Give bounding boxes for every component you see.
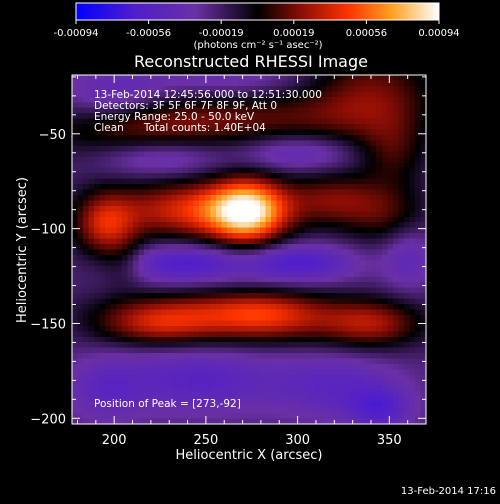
y-tick-label: −200	[30, 412, 66, 427]
plot-frame	[71, 74, 427, 425]
heatmap	[72, 75, 426, 424]
colorbar-tick-label: 0.00019	[273, 28, 314, 39]
y-tick-label: −50	[39, 128, 66, 143]
y-axis: −50 −100 −150 −200	[30, 76, 426, 427]
timestamp: 13-Feb-2014 17:16	[401, 486, 496, 497]
colorbar-tick-label: -0.00019	[199, 28, 244, 39]
info-line-time: 13-Feb-2014 12:45:56.000 to 12:51:30.000	[94, 89, 322, 101]
x-tick-label: 250	[193, 433, 218, 448]
x-axis-label: Heliocentric X (arcsec)	[176, 448, 323, 463]
peak-position-label: Position of Peak = [273,-92]	[94, 398, 241, 410]
colorbar-tick-label: 0.00056	[346, 28, 387, 39]
y-tick-label: −150	[30, 317, 66, 332]
colorbar-tick-label: -0.00056	[126, 28, 171, 39]
x-tick-label: 300	[285, 433, 310, 448]
y-axis-label: Heliocentric Y (arcsec)	[15, 177, 30, 323]
heatmap-image	[72, 75, 426, 424]
info-line-detectors: Detectors: 3F 5F 6F 7F 8F 9F, Att 0	[94, 100, 277, 112]
info-line-clean: Clean Total counts: 1.40E+04	[94, 122, 266, 134]
colorbar	[75, 2, 440, 21]
colorbar-units: (photons cm⁻² s⁻¹ asec⁻²)	[193, 40, 322, 51]
info-block: 13-Feb-2014 12:45:56.000 to 12:51:30.000…	[94, 89, 322, 134]
x-axis: 200 250 300 350	[77, 75, 427, 448]
x-tick-label: 200	[102, 433, 127, 448]
colorbar-tick-label: -0.00094	[54, 28, 99, 39]
colorbar-tick-label: 0.00094	[418, 28, 459, 39]
x-tick-label: 350	[377, 433, 402, 448]
y-tick-label: −100	[30, 223, 66, 238]
colorbar-ticks: -0.00094 -0.00056 -0.00019 0.00019 0.00056 0.…	[54, 20, 460, 39]
info-line-energy: Energy Range: 25.0 - 50.0 keV	[94, 111, 255, 123]
chart-title: Reconstructed RHESSI Image	[134, 52, 368, 71]
